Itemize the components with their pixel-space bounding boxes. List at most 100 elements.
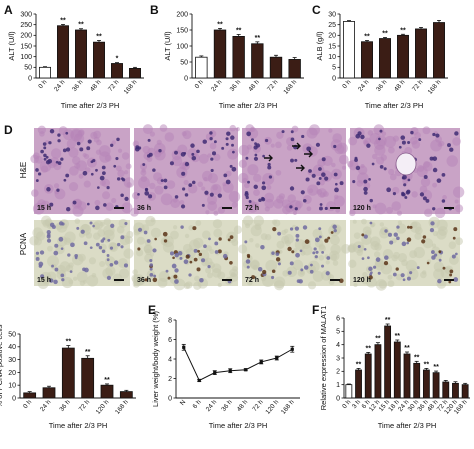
chart-a-bar	[39, 66, 51, 79]
cell-nucleus	[124, 221, 128, 226]
chart-d2-xtick-label: 168 h	[114, 399, 130, 416]
cell-nucleus	[324, 206, 328, 211]
chart-b-xtick-label: 72 h	[266, 78, 280, 92]
cell-nucleus	[58, 236, 64, 242]
cell-nucleus	[294, 207, 298, 211]
chart-d2-x-axis-label: Time after 2/3 PH	[49, 421, 108, 430]
chart-d2-xtick-label: 120 h	[95, 399, 111, 416]
tissue-texture	[353, 282, 358, 288]
tissue-texture	[86, 274, 99, 287]
tissue-texture	[201, 186, 206, 191]
cell-nucleus	[355, 133, 361, 139]
cell-nucleus	[100, 239, 105, 243]
cell-nucleus	[57, 133, 61, 137]
cell-nucleus	[277, 262, 281, 266]
cell-nucleus	[210, 157, 214, 161]
tissue-texture	[378, 280, 387, 289]
tissue-texture	[391, 201, 402, 211]
scale-bar	[114, 279, 124, 281]
chart-a-bar	[57, 25, 69, 79]
tissue-texture	[212, 219, 223, 229]
tissue-texture	[129, 207, 139, 217]
tissue-texture	[372, 204, 377, 209]
cell-nucleus	[434, 253, 438, 257]
cell-nucleus	[142, 163, 146, 166]
chart-d2-xtick-label: 24 h	[39, 398, 53, 412]
tissue-texture	[411, 191, 418, 198]
tissue-texture	[341, 165, 347, 170]
tissue-texture	[338, 154, 349, 165]
cell-nucleus	[392, 272, 397, 277]
tissue-texture	[139, 162, 148, 170]
cell-nucleus	[152, 248, 157, 253]
tissue-texture	[325, 260, 330, 265]
tissue-texture	[181, 131, 187, 137]
tissue-texture	[389, 173, 397, 181]
tissue-texture	[99, 151, 111, 163]
cell-nucleus	[253, 184, 258, 190]
cell-nucleus	[42, 142, 47, 146]
cell-nucleus	[312, 251, 316, 255]
tissue-texture	[455, 237, 464, 246]
tissue-texture	[287, 194, 296, 203]
tissue-texture	[170, 198, 181, 209]
cell-nucleus	[55, 160, 59, 164]
tissue-texture	[40, 165, 49, 173]
chart-b-x-axis-label: Time after 2/3 PH	[219, 101, 278, 110]
tissue-texture	[335, 207, 341, 213]
tissue-texture	[68, 181, 79, 192]
chart-a-significance: *	[116, 56, 119, 63]
cell-nucleus	[204, 190, 209, 195]
tissue-texture	[281, 229, 287, 236]
chart-f-significance: **	[404, 345, 410, 352]
cell-nucleus	[181, 171, 186, 176]
cell-nucleus	[43, 153, 47, 158]
scale-bar	[222, 279, 232, 281]
cell-nucleus	[245, 259, 251, 264]
tissue-texture	[142, 124, 153, 135]
tissue-texture	[273, 276, 286, 289]
panel-label-e: E	[148, 303, 156, 317]
tissue-texture	[213, 228, 223, 238]
cell-nucleus	[360, 134, 365, 140]
chart-d2-bar	[42, 387, 56, 399]
tissue-texture	[76, 271, 88, 283]
chart-f-significance: **	[375, 336, 381, 343]
tissue-texture	[35, 155, 43, 164]
cell-nucleus	[379, 129, 383, 133]
chart-e-ytick-label: 4	[168, 356, 172, 363]
chart-f-bar	[364, 353, 372, 399]
cell-nucleus	[304, 239, 310, 244]
cell-nucleus	[107, 238, 111, 242]
cell-nucleus	[294, 158, 298, 162]
tissue-texture	[333, 194, 339, 200]
cell-nucleus	[363, 179, 368, 184]
tissue-texture	[352, 219, 357, 224]
cell-nucleus	[305, 177, 310, 182]
tissue-texture	[387, 280, 395, 288]
chart-a-significance: **	[96, 33, 102, 40]
cell-nucleus	[189, 260, 193, 264]
scale-bar	[444, 279, 454, 281]
tissue-texture	[372, 153, 378, 160]
cell-nucleus	[37, 172, 42, 176]
cell-nucleus	[116, 242, 121, 247]
tissue-texture	[260, 233, 268, 241]
cell-nucleus	[198, 252, 203, 257]
chart-b-ytick-label: 100	[176, 43, 188, 50]
tissue-texture	[141, 168, 146, 173]
cell-nucleus	[103, 203, 107, 207]
cell-nucleus	[124, 196, 129, 201]
cell-nucleus	[190, 143, 195, 148]
cell-nucleus	[375, 257, 381, 262]
chart-f-bar	[432, 372, 440, 399]
tissue-texture	[205, 267, 212, 274]
micrograph-pcna-4: 120 h	[347, 216, 464, 291]
chart-c-bar	[379, 38, 391, 79]
cell-nucleus	[275, 257, 281, 262]
cell-nucleus	[281, 130, 285, 134]
chart-e-xtick-label: 72 h	[251, 398, 265, 412]
chart-b-ytick-label: 50	[180, 59, 188, 66]
tissue-texture	[59, 261, 71, 272]
